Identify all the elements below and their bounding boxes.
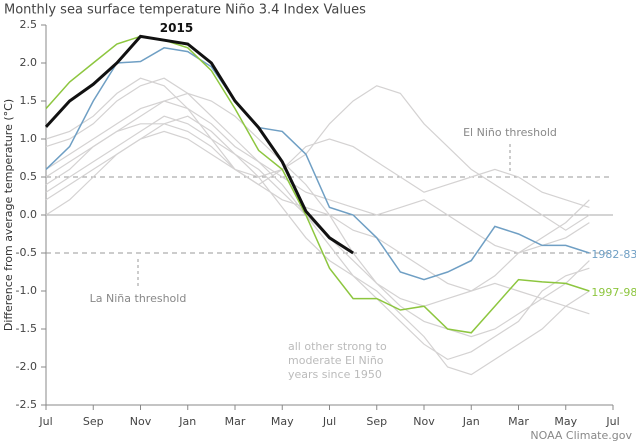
other-year-line [45,77,590,208]
x-tick-label: Jan [178,415,196,428]
x-tick-label: Jan [462,415,480,428]
x-tick-label: Sep [83,415,104,428]
other-year-line [45,77,590,361]
x-tick-label: Nov [413,415,435,428]
y-tick-label: 0.0 [20,208,38,221]
annotation: all other strong to [288,340,387,353]
other-year-line [45,115,590,376]
x-tick-label: May [554,415,577,428]
threshold-label: La Niña threshold [90,292,187,305]
x-tick-label: Mar [508,415,529,428]
x-tick-label: Jul [605,415,619,428]
y-axis-label: Difference from average temperature (°C) [2,99,15,331]
y-tick-label: 1.0 [20,132,38,145]
series-label: 1982-83 [591,248,636,261]
other-year-line [45,100,590,254]
annotation: moderate El Niño [288,354,384,367]
series-line [44,34,354,255]
y-tick-label: 1.5 [20,94,38,107]
y-tick-label: -2.0 [16,360,37,373]
y-tick-label: 2.0 [20,56,38,69]
series-label: 2015 [160,21,193,35]
other-year-line [45,85,590,231]
x-tick-label: Sep [366,415,387,428]
y-tick-label: -2.5 [16,398,37,411]
series-label: 1997-98 [591,286,636,299]
y-tick-label: -1.0 [16,284,37,297]
y-tick-label: 0.5 [20,170,38,183]
y-tick-label: -0.5 [16,246,37,259]
x-tick-label: May [271,415,294,428]
other-year-line [45,123,590,292]
series-line [45,35,590,334]
x-tick-label: Jul [322,415,336,428]
chart-title: Monthly sea surface temperature Niño 3.4… [4,3,366,18]
annotation: years since 1950 [288,368,382,381]
x-tick-label: Nov [130,415,152,428]
credit: NOAA Climate.gov [530,429,632,442]
x-tick-label: Mar [225,415,246,428]
threshold-label: El Niño threshold [463,126,557,139]
y-tick-label: 2.5 [20,18,38,31]
other-year-line [45,92,590,315]
x-tick-label: Jul [38,415,52,428]
y-tick-label: -1.5 [16,322,37,335]
series-line [45,47,590,281]
